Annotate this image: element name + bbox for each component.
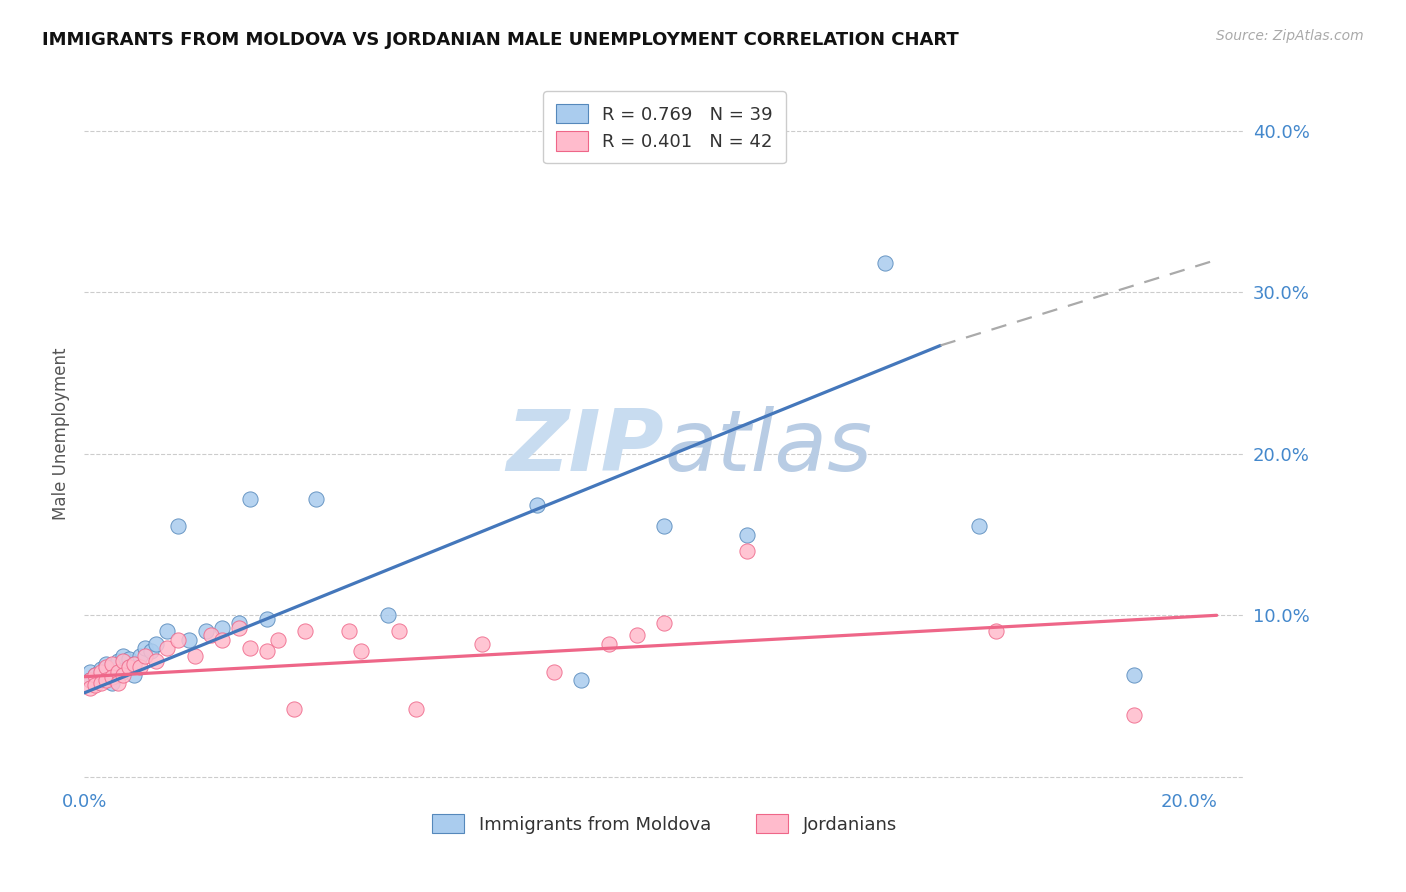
Point [117, 652, 139, 666]
Point [228, 621, 250, 635]
Point [875, 256, 897, 270]
Point [179, 632, 201, 647]
Point [107, 654, 129, 668]
Point [211, 632, 233, 647]
Point [156, 624, 179, 639]
Point [1122, 668, 1144, 682]
Point [156, 640, 179, 655]
Point [735, 543, 758, 558]
Point [101, 670, 124, 684]
Point [239, 491, 262, 506]
Point [184, 648, 207, 663]
Point [194, 624, 217, 639]
Point [101, 660, 124, 674]
Point [112, 654, 135, 668]
Point [388, 624, 411, 639]
Point [122, 668, 145, 682]
Point [239, 640, 262, 655]
Point [117, 660, 139, 674]
Legend: Immigrants from Moldova, Jordanians: Immigrants from Moldova, Jordanians [419, 801, 910, 847]
Point [101, 676, 124, 690]
Point [84, 678, 107, 692]
Point [112, 648, 135, 663]
Point [145, 637, 167, 651]
Y-axis label: Male Unemployment: Male Unemployment [52, 347, 70, 520]
Point [90, 665, 112, 679]
Point [145, 654, 167, 668]
Point [84, 668, 107, 682]
Point [79, 681, 101, 695]
Point [228, 616, 250, 631]
Point [471, 637, 494, 651]
Point [543, 665, 565, 679]
Point [256, 644, 278, 658]
Point [107, 676, 129, 690]
Text: atlas: atlas [665, 406, 872, 489]
Point [652, 616, 675, 631]
Point [128, 660, 150, 674]
Point [294, 624, 316, 639]
Point [377, 608, 399, 623]
Point [652, 519, 675, 533]
Point [122, 657, 145, 671]
Point [107, 668, 129, 682]
Point [96, 657, 118, 671]
Point [1122, 708, 1144, 723]
Point [349, 644, 371, 658]
Point [305, 491, 328, 506]
Point [626, 628, 648, 642]
Point [101, 657, 124, 671]
Point [167, 632, 190, 647]
Point [79, 673, 101, 687]
Point [139, 644, 162, 658]
Point [967, 519, 990, 533]
Point [122, 657, 145, 671]
Point [134, 640, 156, 655]
Point [79, 665, 101, 679]
Point [112, 668, 135, 682]
Text: IMMIGRANTS FROM MOLDOVA VS JORDANIAN MALE UNEMPLOYMENT CORRELATION CHART: IMMIGRANTS FROM MOLDOVA VS JORDANIAN MAL… [42, 31, 959, 49]
Point [112, 665, 135, 679]
Point [90, 662, 112, 676]
Point [96, 670, 118, 684]
Point [735, 527, 758, 541]
Point [598, 637, 620, 651]
Point [107, 665, 129, 679]
Point [84, 676, 107, 690]
Point [134, 648, 156, 663]
Point [984, 624, 1007, 639]
Point [571, 673, 593, 687]
Point [96, 673, 118, 687]
Point [128, 648, 150, 663]
Point [79, 673, 101, 687]
Text: ZIP: ZIP [506, 406, 665, 489]
Point [200, 628, 222, 642]
Point [211, 621, 233, 635]
Point [283, 702, 305, 716]
Point [267, 632, 290, 647]
Point [96, 660, 118, 674]
Point [339, 624, 361, 639]
Text: Source: ZipAtlas.com: Source: ZipAtlas.com [1216, 29, 1364, 43]
Point [167, 519, 190, 533]
Point [405, 702, 427, 716]
Point [90, 676, 112, 690]
Point [90, 673, 112, 687]
Point [117, 660, 139, 674]
Point [526, 499, 548, 513]
Point [84, 668, 107, 682]
Point [256, 611, 278, 625]
